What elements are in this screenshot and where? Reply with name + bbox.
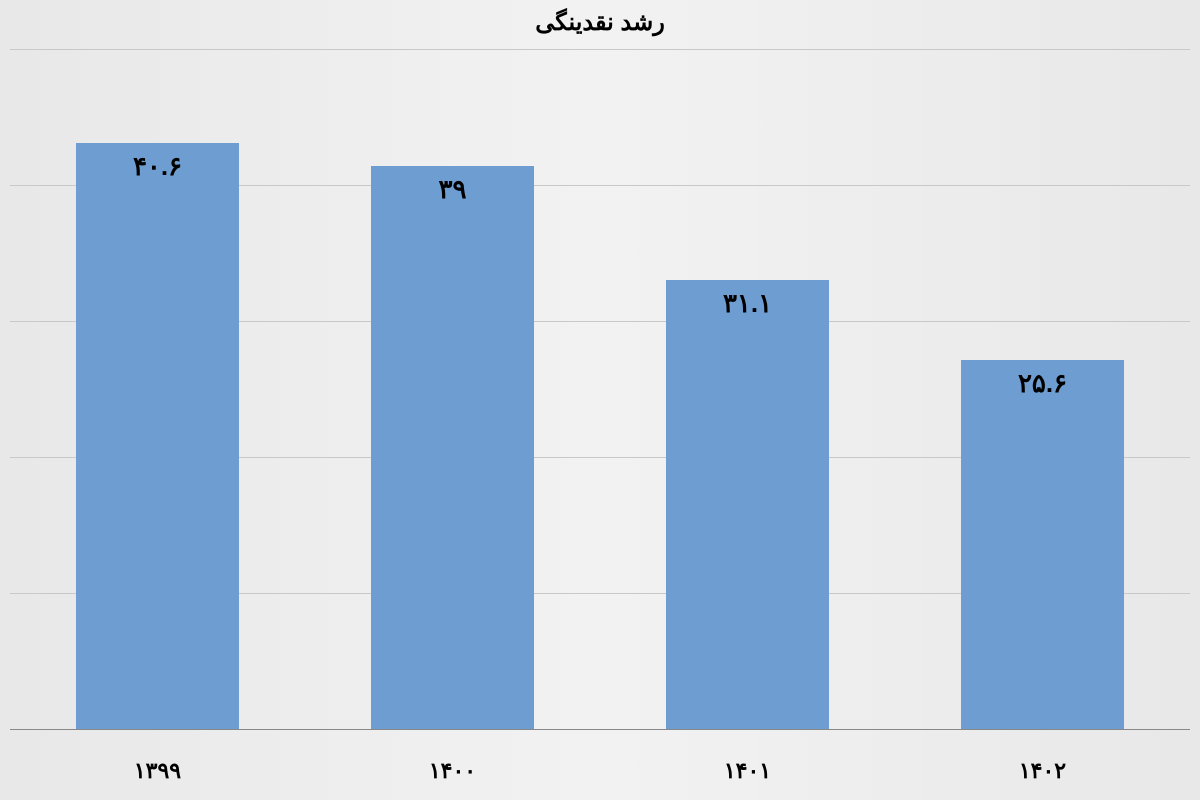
x-axis-labels: ۱۳۹۹۱۴۰۰۱۴۰۱۱۴۰۲ xyxy=(10,740,1190,800)
bar-slot: ۴۰.۶ xyxy=(10,50,305,730)
bar xyxy=(371,166,533,730)
x-axis-label: ۱۴۰۲ xyxy=(895,758,1190,784)
bar xyxy=(961,360,1123,730)
x-axis-line xyxy=(10,729,1190,730)
x-axis-label: ۱۳۹۹ xyxy=(10,758,305,784)
chart-container: رشد نقدینگی ۴۰.۶۳۹ ۳۱.۱ ۲۵.۶ ۱۳۹۹۱۴۰۰۱۴۰۱۱… xyxy=(0,0,1200,800)
x-axis-label: ۱۴۰۰ xyxy=(305,758,600,784)
bar-slot: ۳۱.۱ xyxy=(600,50,895,730)
bar-slot: ۳۹ xyxy=(305,50,600,730)
x-axis-label: ۱۴۰۱ xyxy=(600,758,895,784)
bar-value-label: ۴۰.۶ xyxy=(10,151,305,182)
chart-title: رشد نقدینگی xyxy=(0,8,1200,37)
bar-value-label: ۳۹ xyxy=(305,174,600,205)
bar xyxy=(76,143,238,730)
bar-value-label: ۲۵.۶ xyxy=(895,368,1190,399)
plot-area: ۴۰.۶۳۹ ۳۱.۱ ۲۵.۶ xyxy=(10,50,1190,730)
bars-group: ۴۰.۶۳۹ ۳۱.۱ ۲۵.۶ xyxy=(10,50,1190,730)
bar-slot: ۲۵.۶ xyxy=(895,50,1190,730)
bar xyxy=(666,280,828,730)
bar-value-label: ۳۱.۱ xyxy=(600,288,895,319)
